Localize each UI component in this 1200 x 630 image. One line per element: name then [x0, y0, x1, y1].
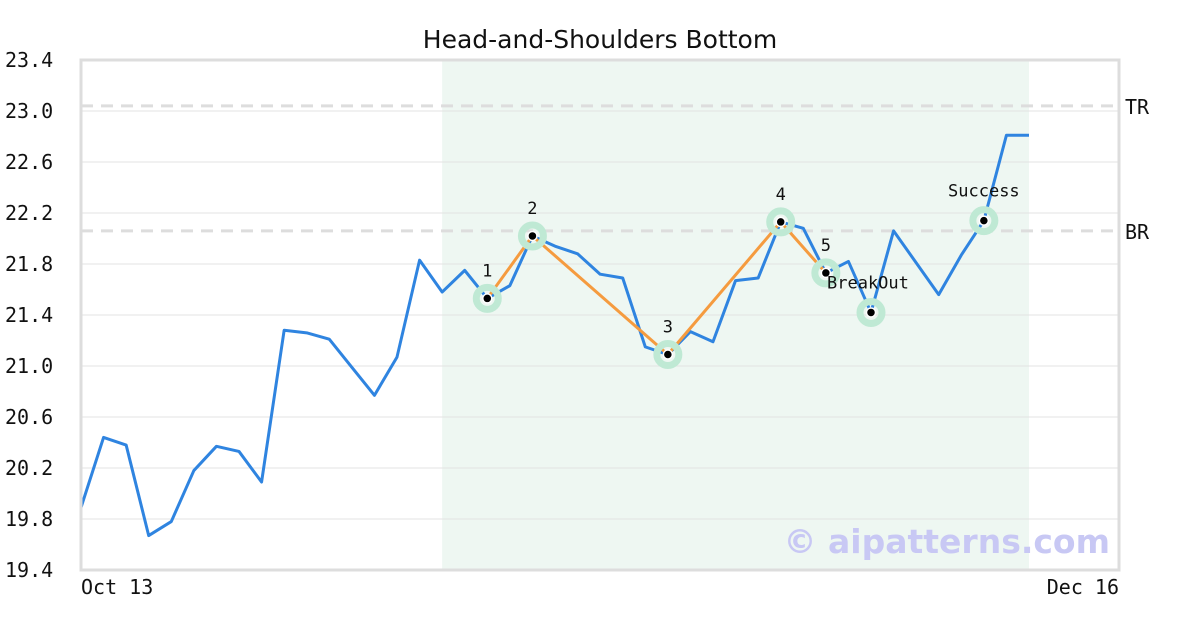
y-tick-label: 21.4: [5, 303, 53, 327]
y-tick-label: 23.0: [5, 99, 53, 123]
event-marker-halo: [856, 297, 886, 327]
y-tick-label: 22.6: [5, 150, 53, 174]
pattern-marker-halo: [517, 221, 547, 251]
reference-line-label: TR: [1125, 95, 1150, 119]
y-tick-label: 22.2: [5, 201, 53, 225]
reference-lines: TR BR: [81, 95, 1150, 244]
pattern-marker-label: 1: [482, 261, 492, 281]
y-tick-label: 19.4: [5, 558, 53, 582]
y-tick-label: 20.6: [5, 405, 53, 429]
event-marker-halo: [969, 206, 999, 236]
pattern-marker-halo: [811, 258, 841, 288]
y-tick-label: 21.8: [5, 252, 53, 276]
reference-line-label: BR: [1125, 220, 1150, 244]
pattern-marker-halo: [472, 283, 502, 313]
pattern-marker-point: [482, 293, 493, 304]
watermark: © aipatterns.com: [784, 522, 1110, 561]
pattern-marker-label: 4: [776, 185, 786, 205]
plot-frame: [79, 58, 1121, 572]
pattern-marker-label: 5: [821, 236, 831, 256]
x-tick-end: Dec 16: [1047, 575, 1119, 599]
y-tick-label: 23.4: [5, 48, 53, 72]
chart-title: Head-and-Shoulders Bottom: [423, 25, 777, 54]
pattern-marker-point: [662, 349, 674, 360]
y-tick-label: 19.8: [5, 507, 53, 531]
event-marker-label: Success: [948, 182, 1020, 202]
pattern-marker-label: 2: [527, 199, 537, 219]
event-marker-point: [978, 215, 990, 226]
y-tick-label: 21.0: [5, 354, 53, 378]
pattern-marker-halo: [766, 207, 796, 237]
event-marker-label: BreakOut: [827, 273, 909, 293]
y-axis-ticks: 19.4 19.8 20.2 20.6 21.0 21.4 21.8 22.2 22.6 23.0…: [5, 48, 53, 582]
y-tick-label: 20.2: [5, 456, 53, 480]
x-tick-start: Oct 13: [81, 575, 153, 599]
pattern-marker-point: [775, 216, 786, 228]
pattern-marker-label: 3: [663, 318, 673, 338]
pattern-markers: 1 2 3 4 5 BreakOut Success: [472, 182, 1020, 370]
pattern-marker-point: [527, 230, 538, 242]
pattern-marker-halo: [653, 340, 683, 370]
pattern-marker-point: [820, 267, 832, 279]
event-marker-point: [865, 307, 877, 318]
